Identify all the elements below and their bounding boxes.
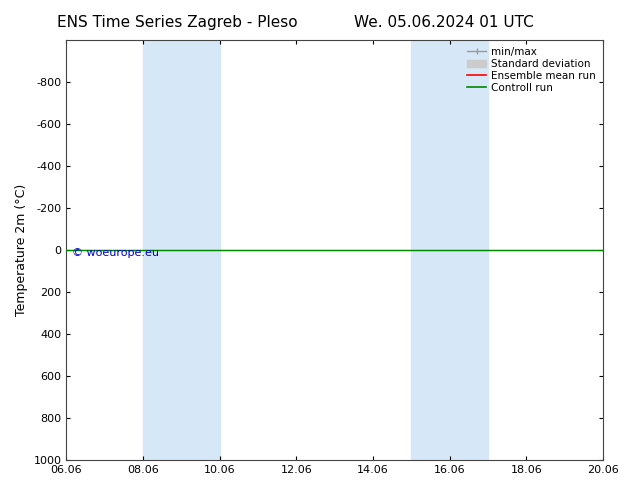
Text: We. 05.06.2024 01 UTC: We. 05.06.2024 01 UTC: [354, 15, 534, 30]
Text: © woeurope.eu: © woeurope.eu: [72, 248, 158, 258]
Y-axis label: Temperature 2m (°C): Temperature 2m (°C): [15, 184, 28, 316]
Legend: min/max, Standard deviation, Ensemble mean run, Controll run: min/max, Standard deviation, Ensemble me…: [463, 43, 600, 97]
Text: ENS Time Series Zagreb - Pleso: ENS Time Series Zagreb - Pleso: [57, 15, 298, 30]
Bar: [411, 40, 488, 460]
Bar: [143, 40, 220, 460]
